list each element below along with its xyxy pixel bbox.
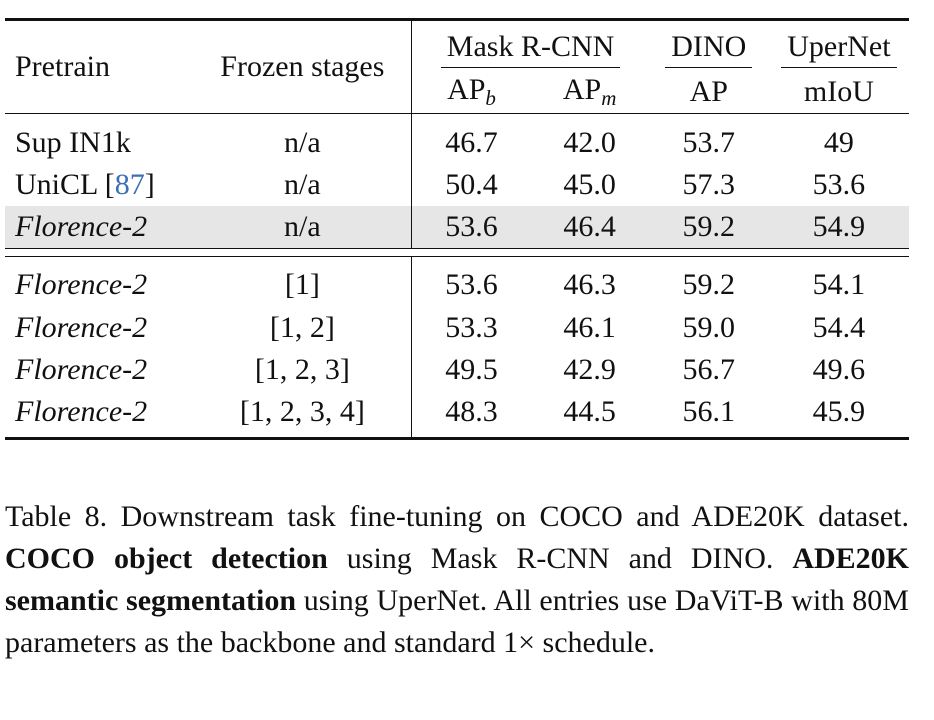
table-caption: Table 8. Downstream task fine-tuning on …: [5, 500, 909, 659]
cell-ap-b: 49.5: [445, 352, 498, 386]
cell-miou: 49: [823, 126, 854, 159]
cell-dino-ap: 59.2: [648, 256, 769, 307]
vertical-divider: [401, 348, 413, 391]
cell-ap-b: 53.6: [411, 256, 531, 307]
header-upernet-label: UperNet: [781, 32, 897, 68]
cell-ap-m: 44.5: [563, 394, 616, 428]
vertical-divider: [401, 306, 413, 349]
table-row: Florence-2 [1, 2, 3, 4] 48.3 44.5 56.1 4…: [5, 390, 909, 438]
cell-ap-b: 46.7: [445, 126, 498, 159]
cell-ap-m: 42.0: [563, 126, 616, 159]
header-frozen-stages: Frozen stages: [203, 19, 402, 114]
cell-miou: 53.6: [812, 168, 866, 201]
header-dino-ap: AP: [648, 71, 769, 114]
cell-dino-ap: 56.1: [682, 394, 736, 428]
caption-bold-coco: COCO object detection: [5, 542, 328, 575]
table-row-highlighted: Florence-2 n/a 53.6 46.4 59.2 54.9: [5, 206, 909, 249]
cell-ap-m: 46.4: [530, 206, 649, 249]
header-miou: mIoU: [768, 71, 909, 114]
header-ap-b: APb: [411, 71, 531, 114]
cell-ap-b: 50.4: [445, 168, 498, 201]
cell-miou: 54.9: [768, 206, 909, 249]
cell-pretrain: Florence-2: [5, 256, 204, 307]
header-row-2: APb APm AP mIoU: [5, 71, 909, 114]
table-row: Florence-2 [1] 53.6 46.3 59.2 54.1: [5, 256, 909, 307]
cell-frozen: n/a: [203, 206, 402, 249]
cell-miou: 54.4: [812, 310, 866, 344]
header-ap-m: APm: [530, 71, 649, 114]
caption-bold-ade20k: ADE20K semantic segmentation: [5, 542, 909, 617]
header-row-1: Pretrain Frozen stages Mask R-CNN DINO U…: [5, 19, 909, 114]
header-dino: DINO: [649, 20, 769, 72]
cell-ap-m: 46.3: [530, 256, 649, 307]
table-row: UniCL [87] n/a 50.4 45.0 57.3 53.6: [5, 164, 909, 206]
vertical-divider: [401, 256, 413, 307]
citation-link[interactable]: 87: [114, 168, 145, 201]
cell-ap-m: 45.0: [563, 168, 616, 201]
cell-frozen: [1, 2]: [269, 310, 335, 344]
cell-frozen: [1]: [203, 256, 402, 307]
cell-dino-ap: 59.0: [682, 310, 736, 344]
cell-ap-b: 53.6: [411, 206, 531, 249]
vertical-divider: [401, 390, 413, 438]
header-upernet: UperNet: [769, 20, 909, 72]
header-dino-label: DINO: [665, 32, 753, 68]
results-table: Pretrain Frozen stages Mask R-CNN DINO U…: [5, 18, 909, 440]
cell-pretrain: Sup IN1k: [15, 126, 131, 159]
cell-ap-m: 42.9: [563, 352, 616, 386]
cell-frozen: n/a: [284, 126, 321, 159]
header-mask-rcnn: Mask R-CNN: [412, 20, 649, 72]
cell-dino-ap: 53.7: [682, 126, 736, 159]
vertical-divider: [401, 113, 413, 164]
table-row: Florence-2 [1, 2] 53.3 46.1 59.0 54.4: [5, 306, 909, 349]
table-row: Florence-2 [1, 2, 3] 49.5 42.9 56.7 49.6: [5, 348, 909, 391]
vertical-divider: [401, 19, 413, 114]
results-table-container: Pretrain Frozen stages Mask R-CNN DINO U…: [5, 18, 909, 440]
cell-ap-m: 46.1: [563, 310, 616, 344]
cell-dino-ap: 56.7: [682, 352, 736, 386]
table-row: Sup IN1k n/a 46.7 42.0 53.7 49: [5, 113, 909, 164]
cell-pretrain: Florence-2: [5, 206, 204, 249]
header-mask-rcnn-label: Mask R-CNN: [440, 32, 621, 68]
cell-frozen: n/a: [284, 168, 321, 201]
cell-frozen: [1, 2, 3, 4]: [239, 394, 365, 428]
cell-pretrain: Florence-2: [15, 310, 148, 344]
cell-dino-ap: 57.3: [682, 168, 736, 201]
header-pretrain: Pretrain: [5, 19, 204, 114]
cell-dino-ap: 59.2: [648, 206, 769, 249]
cell-miou: 54.1: [768, 256, 909, 307]
cell-miou: 49.6: [812, 352, 866, 386]
vertical-divider: [401, 206, 413, 249]
cell-frozen: [1, 2, 3]: [254, 352, 350, 386]
cell-ap-b: 53.3: [445, 310, 498, 344]
cell-ap-b: 48.3: [445, 394, 498, 428]
vertical-divider: [401, 164, 413, 206]
cell-miou: 45.9: [812, 394, 866, 428]
cell-pretrain: Florence-2: [15, 394, 148, 428]
cell-pretrain: UniCL [87]: [15, 168, 155, 201]
cell-pretrain: Florence-2: [15, 352, 148, 386]
group-separator: [5, 248, 909, 257]
